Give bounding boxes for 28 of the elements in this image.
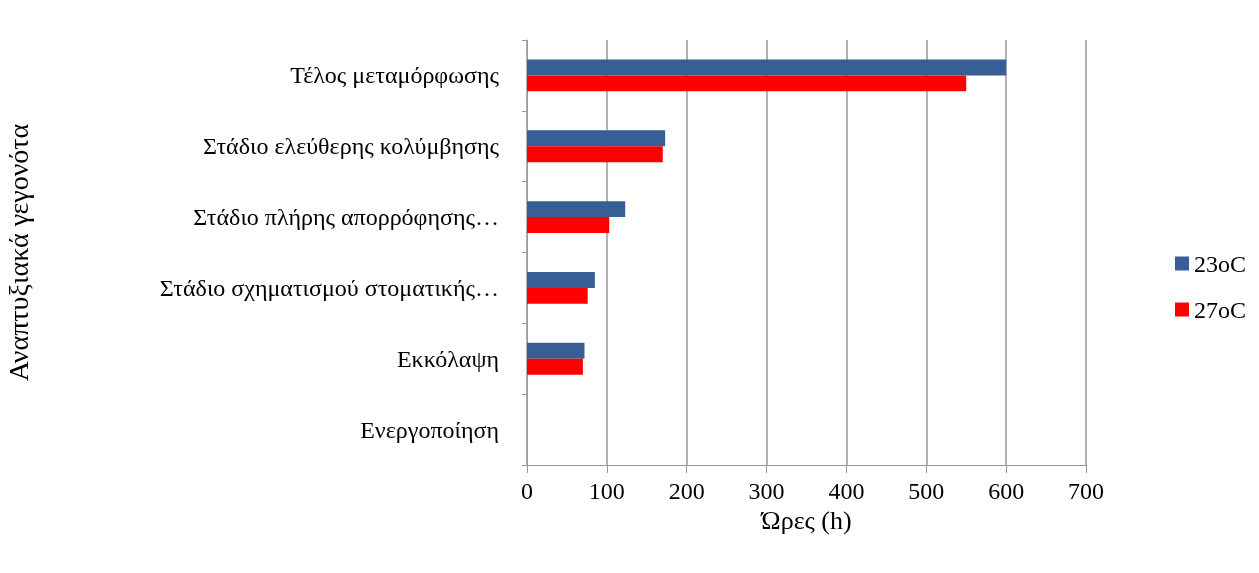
x-tick-label: 100 xyxy=(588,478,625,504)
bar xyxy=(527,75,967,92)
x-tick-label: 300 xyxy=(748,478,785,504)
bar xyxy=(527,59,1007,76)
legend-label: 27oC xyxy=(1193,296,1247,323)
bar xyxy=(527,287,588,304)
bar xyxy=(527,342,585,359)
x-tick-label: 400 xyxy=(828,478,865,504)
legend-label: 23oC xyxy=(1193,250,1247,277)
y-tick-label: Εκκόλαψη xyxy=(396,345,499,372)
bar xyxy=(527,358,583,375)
y-tick-label: Ενεργοποίηση xyxy=(360,416,499,443)
x-axis-title: Ώρες (h) xyxy=(760,506,852,536)
y-axis-title: Αναπτυξιακά γεγονότα xyxy=(2,123,34,382)
x-tick-label: 500 xyxy=(908,478,945,504)
bar xyxy=(527,217,610,234)
x-tick-label: 600 xyxy=(988,478,1025,504)
bar xyxy=(527,130,666,147)
bar xyxy=(527,146,663,163)
bar xyxy=(527,201,626,218)
y-tick-label: Στάδιο ελεύθερης κολύμβησης xyxy=(202,133,500,160)
y-tick-label: Στάδιο πλήρης απορρόφησης… xyxy=(193,204,499,231)
x-tick-label: 0 xyxy=(521,478,533,504)
x-tick-label: 200 xyxy=(668,478,705,504)
y-tick-label: Στάδιο σχηματισμού στοματικής… xyxy=(159,274,499,301)
y-tick-label: Τέλος μεταμόρφωσης xyxy=(290,62,500,89)
bar xyxy=(527,271,595,288)
x-tick-label: 700 xyxy=(1068,478,1104,504)
